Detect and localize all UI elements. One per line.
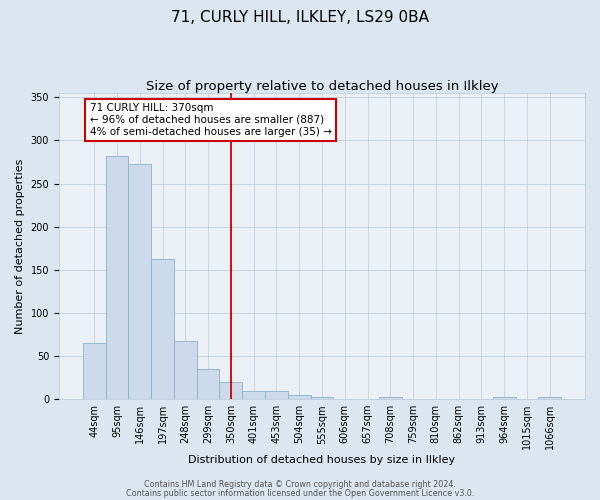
Bar: [128, 164, 151, 399]
Bar: [197, 369, 220, 399]
Bar: [83, 343, 106, 399]
Bar: [151, 258, 174, 399]
Text: Contains HM Land Registry data © Crown copyright and database right 2024.: Contains HM Land Registry data © Crown c…: [144, 480, 456, 489]
Bar: [265, 390, 288, 399]
X-axis label: Distribution of detached houses by size in Ilkley: Distribution of detached houses by size …: [188, 455, 455, 465]
Bar: [493, 398, 515, 399]
Bar: [311, 398, 334, 399]
Text: Contains public sector information licensed under the Open Government Licence v3: Contains public sector information licen…: [126, 488, 474, 498]
Bar: [379, 398, 401, 399]
Bar: [174, 340, 197, 399]
Bar: [538, 398, 561, 399]
Bar: [106, 156, 128, 399]
Bar: [288, 395, 311, 399]
Y-axis label: Number of detached properties: Number of detached properties: [15, 158, 25, 334]
Text: 71, CURLY HILL, ILKLEY, LS29 0BA: 71, CURLY HILL, ILKLEY, LS29 0BA: [171, 10, 429, 25]
Bar: [220, 382, 242, 399]
Text: 71 CURLY HILL: 370sqm
← 96% of detached houses are smaller (887)
4% of semi-deta: 71 CURLY HILL: 370sqm ← 96% of detached …: [89, 104, 332, 136]
Bar: [242, 390, 265, 399]
Title: Size of property relative to detached houses in Ilkley: Size of property relative to detached ho…: [146, 80, 498, 93]
